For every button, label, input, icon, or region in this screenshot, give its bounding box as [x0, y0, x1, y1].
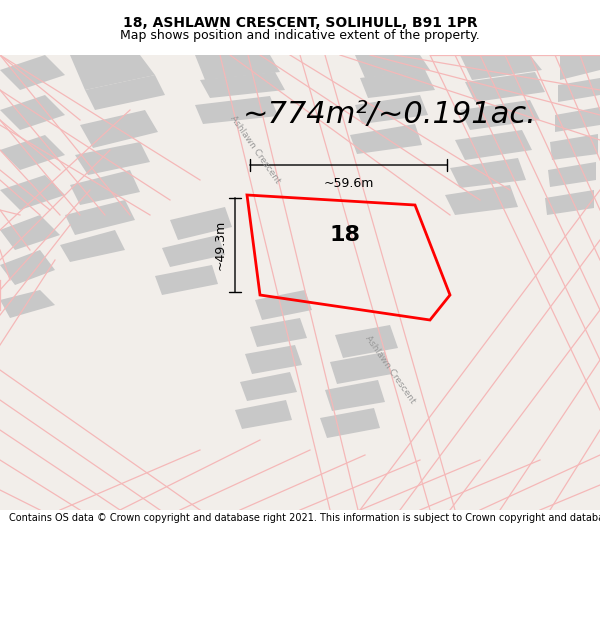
Polygon shape	[250, 318, 307, 347]
Polygon shape	[75, 142, 150, 175]
Polygon shape	[360, 70, 435, 98]
Polygon shape	[330, 352, 392, 384]
Polygon shape	[0, 55, 65, 90]
Polygon shape	[155, 265, 218, 295]
Polygon shape	[70, 170, 140, 205]
Polygon shape	[235, 400, 292, 429]
Text: 18: 18	[329, 225, 361, 245]
Polygon shape	[548, 162, 596, 187]
Text: Contains OS data © Crown copyright and database right 2021. This information is : Contains OS data © Crown copyright and d…	[9, 513, 600, 523]
Polygon shape	[550, 134, 598, 160]
Polygon shape	[85, 75, 165, 110]
Polygon shape	[445, 185, 518, 215]
Text: ~49.3m: ~49.3m	[214, 220, 227, 270]
Polygon shape	[355, 55, 430, 78]
Polygon shape	[195, 55, 280, 80]
Polygon shape	[560, 55, 600, 80]
Polygon shape	[70, 55, 155, 90]
Polygon shape	[465, 72, 545, 102]
Text: Ashlawn Crescent: Ashlawn Crescent	[228, 114, 282, 186]
Polygon shape	[162, 235, 225, 267]
Text: ~774m²/~0.191ac.: ~774m²/~0.191ac.	[243, 101, 537, 129]
Polygon shape	[245, 345, 302, 374]
Text: Ashlawn Crescent: Ashlawn Crescent	[363, 334, 417, 406]
Polygon shape	[325, 380, 385, 411]
Polygon shape	[240, 372, 297, 401]
Polygon shape	[335, 325, 398, 358]
Polygon shape	[450, 158, 526, 188]
Polygon shape	[0, 95, 65, 130]
Polygon shape	[0, 290, 55, 318]
Polygon shape	[170, 207, 232, 240]
Polygon shape	[460, 55, 542, 80]
Polygon shape	[200, 72, 285, 98]
Polygon shape	[0, 175, 65, 210]
Polygon shape	[350, 124, 422, 154]
Polygon shape	[555, 107, 600, 132]
Polygon shape	[355, 95, 428, 124]
Polygon shape	[195, 96, 278, 124]
Polygon shape	[65, 200, 135, 235]
Polygon shape	[558, 78, 600, 102]
Polygon shape	[455, 130, 532, 160]
Polygon shape	[80, 110, 158, 148]
Text: ~59.6m: ~59.6m	[323, 177, 374, 190]
Polygon shape	[255, 290, 312, 320]
Polygon shape	[545, 190, 594, 215]
Text: Map shows position and indicative extent of the property.: Map shows position and indicative extent…	[120, 29, 480, 42]
Polygon shape	[0, 135, 65, 170]
Polygon shape	[60, 230, 125, 262]
Polygon shape	[460, 100, 540, 130]
Polygon shape	[320, 408, 380, 438]
Polygon shape	[0, 215, 60, 250]
Polygon shape	[0, 250, 55, 285]
Text: 18, ASHLAWN CRESCENT, SOLIHULL, B91 1PR: 18, ASHLAWN CRESCENT, SOLIHULL, B91 1PR	[122, 16, 478, 29]
